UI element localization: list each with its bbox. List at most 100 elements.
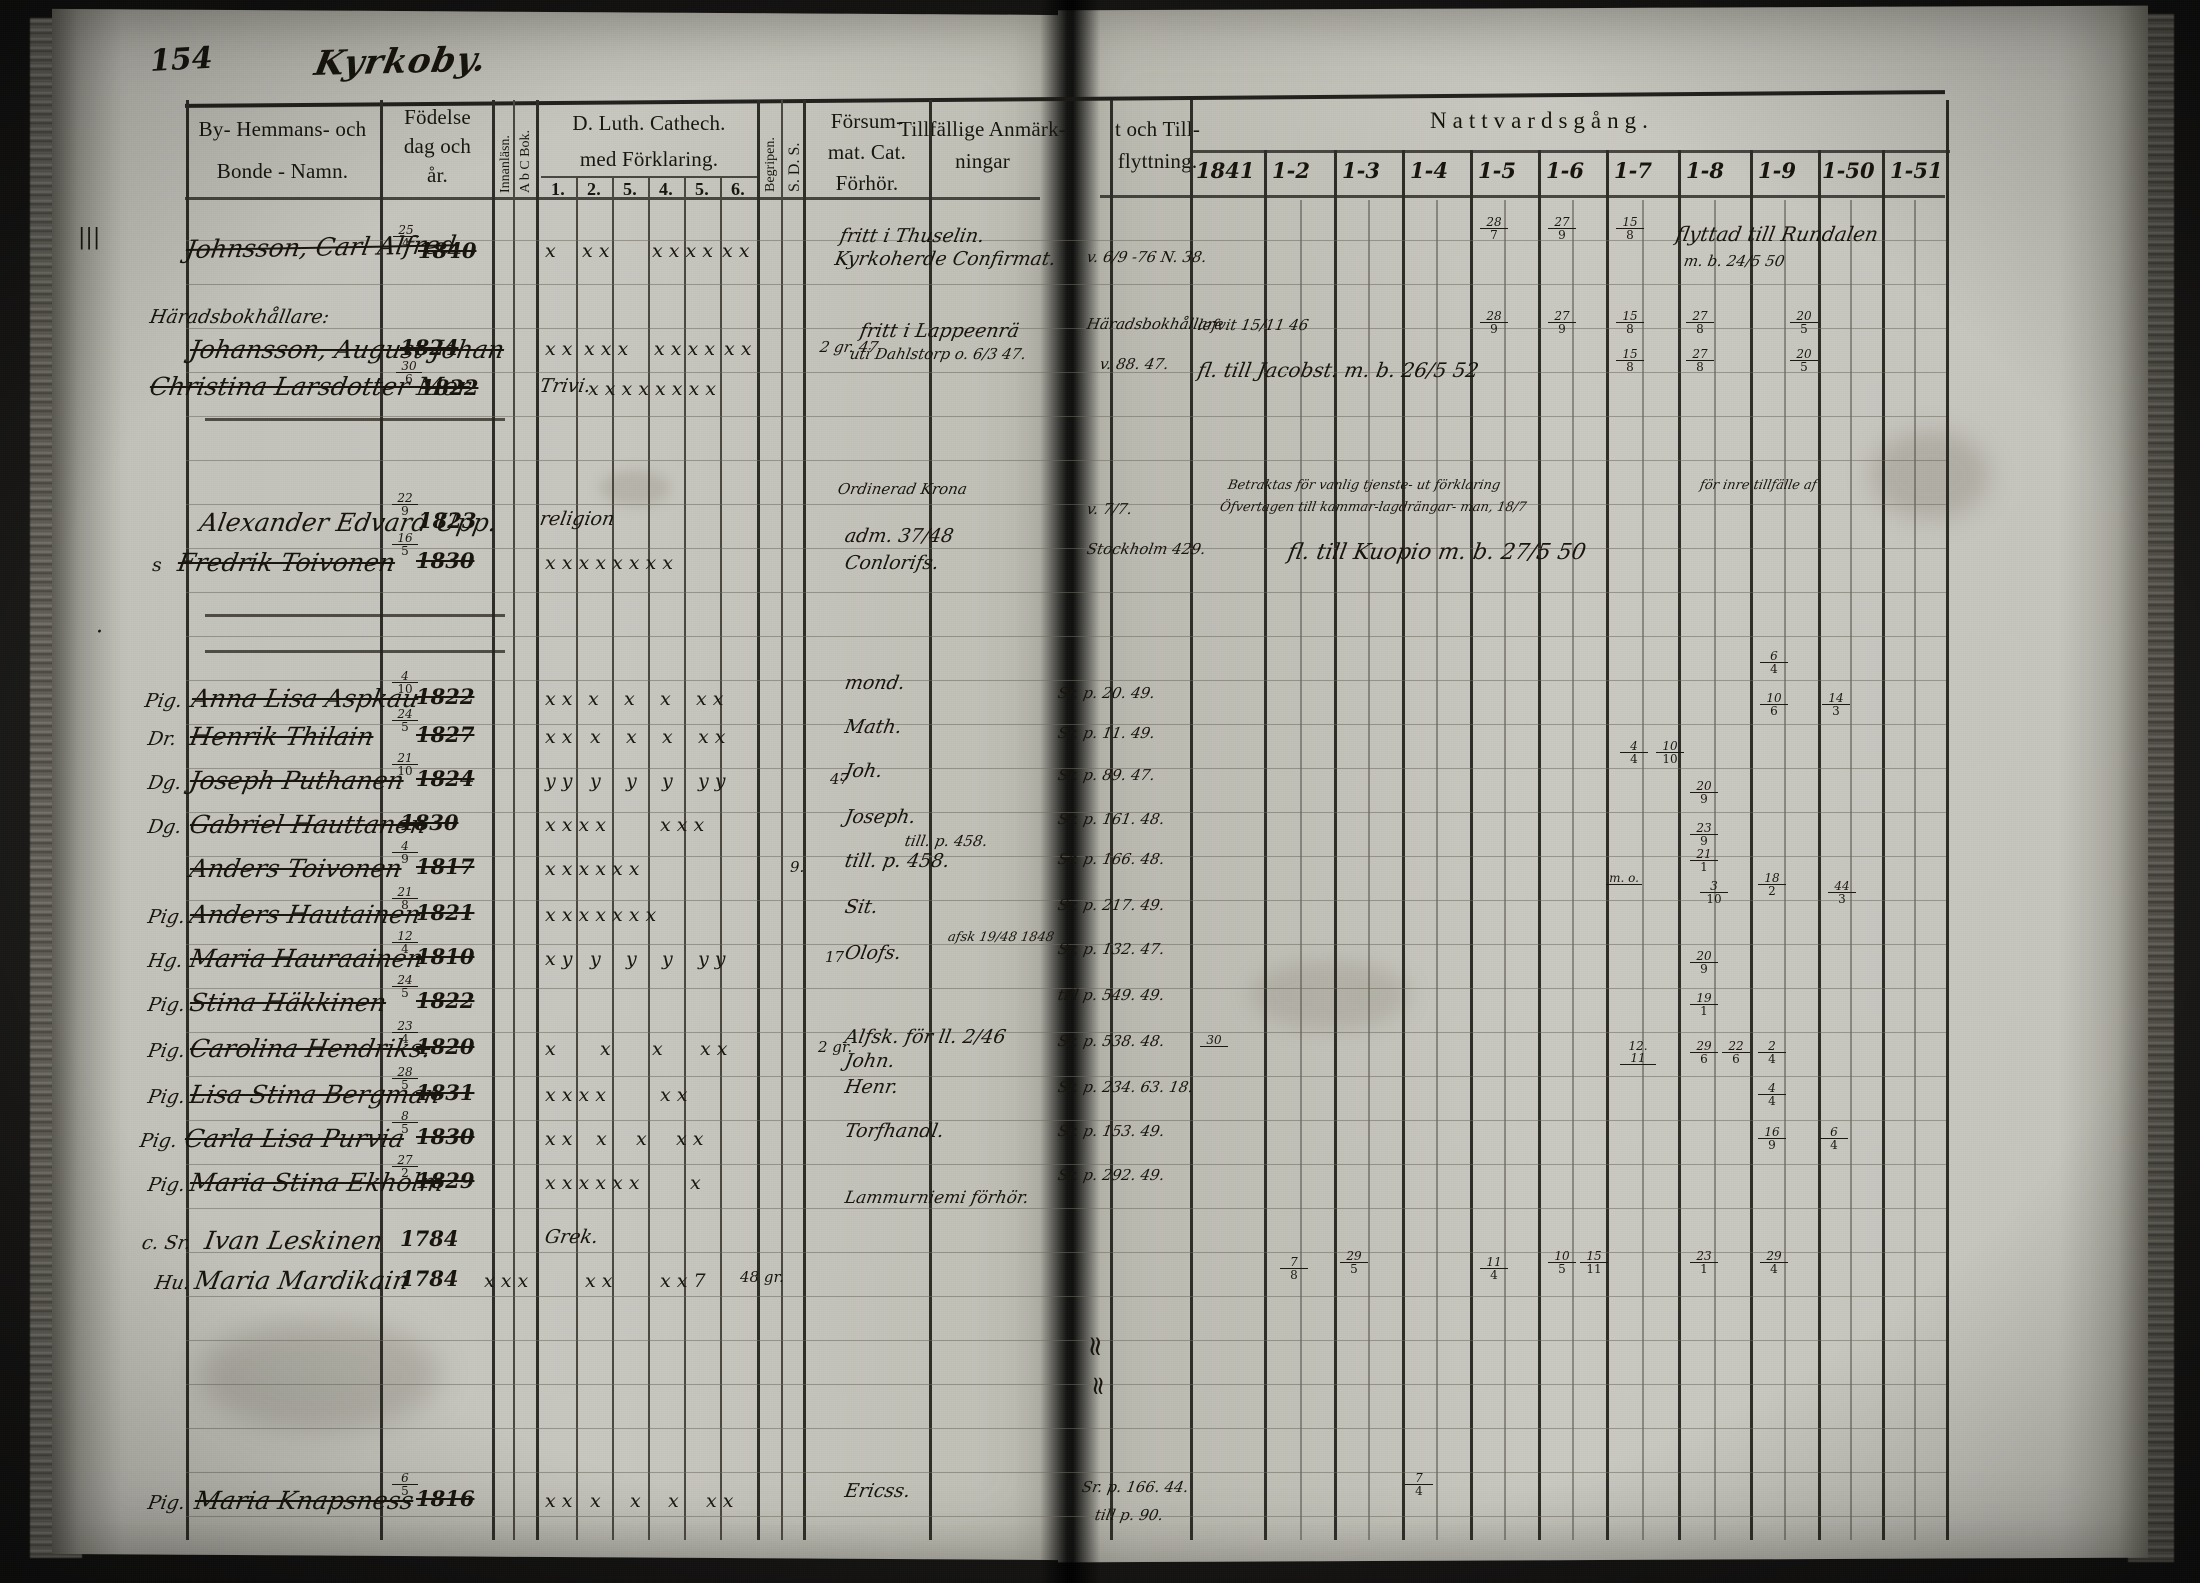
entry-note: Ordinerad Krona xyxy=(836,480,969,498)
communion-count: 28 7 xyxy=(1480,216,1508,241)
entry-note: Olofs. xyxy=(843,942,903,964)
col-rule-forsum-right xyxy=(929,100,933,1540)
col-rule-birth-right xyxy=(492,100,496,1540)
communion-count: 15 11 xyxy=(1580,1250,1608,1275)
entry-move: v. 7/7. xyxy=(1085,500,1134,518)
communion-count: 21 1 xyxy=(1690,848,1718,873)
year-col-1850: 1-50 xyxy=(1822,158,1875,183)
communion-note: för inre tillfälle af xyxy=(1698,478,1818,493)
entry-move: Sr. p. 217. 49. xyxy=(1056,896,1167,914)
header-anmark-line1: Tillfällige Anmärk- xyxy=(899,117,1066,141)
entry-prefix: Hu. xyxy=(153,1272,192,1294)
nattvard-year-top-rule xyxy=(1190,150,1950,153)
grade-mark: x xyxy=(626,726,637,748)
grade-mark: x x xyxy=(676,1128,704,1150)
nattv-rule-9 xyxy=(1882,150,1886,1540)
nattv-rule-5 xyxy=(1606,150,1610,1540)
grade-mark: x x xyxy=(706,1490,734,1512)
birth-month: 9 xyxy=(392,852,418,865)
entry-name: Carla Lisa Purvia xyxy=(182,1124,407,1153)
row-rule xyxy=(186,460,1946,461)
entry-birth-year: 1830 xyxy=(416,1124,475,1149)
communion-count: 20 9 xyxy=(1690,950,1718,975)
entry-move: Sr. p. 161. 48. xyxy=(1056,810,1167,828)
row-rule xyxy=(186,1472,1946,1473)
birth-day: 27 xyxy=(397,1153,413,1167)
grade-mark: x xyxy=(652,1038,663,1060)
communion-note: lefvit 15/11 46 xyxy=(1196,316,1310,334)
header-cathech-line1: D. Luth. Cathech. xyxy=(572,111,726,135)
entry-grade-note: religion xyxy=(538,508,617,530)
entry-note-2: John. xyxy=(843,1050,897,1072)
grade-mark: x x x x x x x x xyxy=(545,552,673,574)
entry-move: Sr. p. 132. 47. xyxy=(1056,940,1167,958)
nattv-rule-6 xyxy=(1678,150,1682,1540)
entry-birth-fraction: 4 10 xyxy=(392,670,418,695)
birth-month: 4 xyxy=(392,942,418,955)
grade-mark: x xyxy=(588,688,599,710)
birth-day: 22 xyxy=(397,491,413,505)
birth-month: 6 xyxy=(396,372,422,385)
entry-move-2: v. 88. 47. xyxy=(1098,355,1171,373)
entry-birth-year: 1820 xyxy=(416,1034,475,1059)
grade-mark: x xyxy=(545,240,556,262)
gutter-squiggle: ≈ xyxy=(1083,1375,1113,1397)
row-rule xyxy=(186,1340,1946,1341)
entry-prefix: Dr. xyxy=(146,728,179,750)
grade-mark: x xyxy=(600,1038,611,1060)
grade-mark: x x 7 xyxy=(660,1270,706,1292)
entry-move: till p. 549. 49. xyxy=(1056,986,1166,1004)
grade-mark: y xyxy=(590,948,601,970)
grade-mark: y y xyxy=(698,948,726,970)
entry-prefix: c. Sr. xyxy=(140,1232,193,1254)
grade-mark: y xyxy=(590,770,601,792)
entry-birth-fraction: 22 9 xyxy=(392,492,418,517)
birth-month: 4 xyxy=(392,1032,418,1045)
cathech-col-1: 1. xyxy=(551,179,565,199)
cathech-col-6: 6. xyxy=(731,179,745,199)
entry-prefix: Dg. xyxy=(146,772,184,794)
grade-mark: x x xyxy=(696,688,724,710)
grade-mark: x x xyxy=(545,726,573,748)
grade-mark: x x x x x x xyxy=(545,858,640,880)
header-name-line1: By- Hemmans- och xyxy=(198,117,367,141)
entry-prefix: Pig. xyxy=(146,906,188,928)
cathech-col-5: 5. xyxy=(695,179,709,199)
year-col-1844: 1-4 xyxy=(1410,158,1448,183)
grade-mark: x x xyxy=(545,688,573,710)
entry-birth-year: 1816 xyxy=(416,1486,475,1511)
entry-note: Henr. xyxy=(843,1076,901,1098)
communion-note: Öfvertagen till kammar-lagdrängar- man, … xyxy=(1218,500,1528,515)
grade-mark: x x x xyxy=(660,814,705,836)
nattv-halfrule xyxy=(1300,200,1302,1540)
header-sds: S. D. S. xyxy=(786,142,803,192)
entry-note: fritt i Lappeenrä xyxy=(858,320,1021,342)
margin-mark: · xyxy=(96,620,103,645)
year-col-1849: 1-9 xyxy=(1758,158,1796,183)
header-nattvardsgang: Nattvardsgång. xyxy=(1430,108,1654,133)
birth-day: 24 xyxy=(397,707,413,721)
grade-mark: x x xyxy=(582,240,610,262)
communion-count: 27 9 xyxy=(1548,310,1576,335)
entry-move: Sr. p. 166. 48. xyxy=(1056,850,1167,868)
nattv-rule-8 xyxy=(1818,150,1822,1540)
entry-birth-year: 1810 xyxy=(416,944,475,969)
entry-note: Sit. xyxy=(843,896,880,918)
communion-note: fl. till Jacobst. m. b. 26/5 52 xyxy=(1195,358,1481,382)
entry-move-2: till p. 90. xyxy=(1093,1506,1165,1524)
birth-day: 21 xyxy=(397,751,413,765)
birth-day: 23 xyxy=(397,1019,413,1033)
entry-prefix: Pig. xyxy=(138,1130,180,1152)
entry-name: Anders Hautainen xyxy=(187,900,423,929)
entry-birth-fraction: 12 4 xyxy=(392,930,418,955)
entry-birth-year: 1821 xyxy=(416,900,475,925)
entry-note: fritt i Thuselin. xyxy=(838,225,987,247)
entry-birth-year: 1817 xyxy=(416,854,475,879)
year-col-1845: 1-5 xyxy=(1478,158,1516,183)
entry-name: Joseph Puthanen xyxy=(187,766,407,795)
entry-name: Maria Hauraainen xyxy=(187,944,426,973)
birth-day: 12 xyxy=(397,929,413,943)
entry-name: Stina Häkkinen xyxy=(187,988,389,1017)
entry-note-2: uti Dahlstorp o. 6/3 47. xyxy=(848,345,1028,363)
